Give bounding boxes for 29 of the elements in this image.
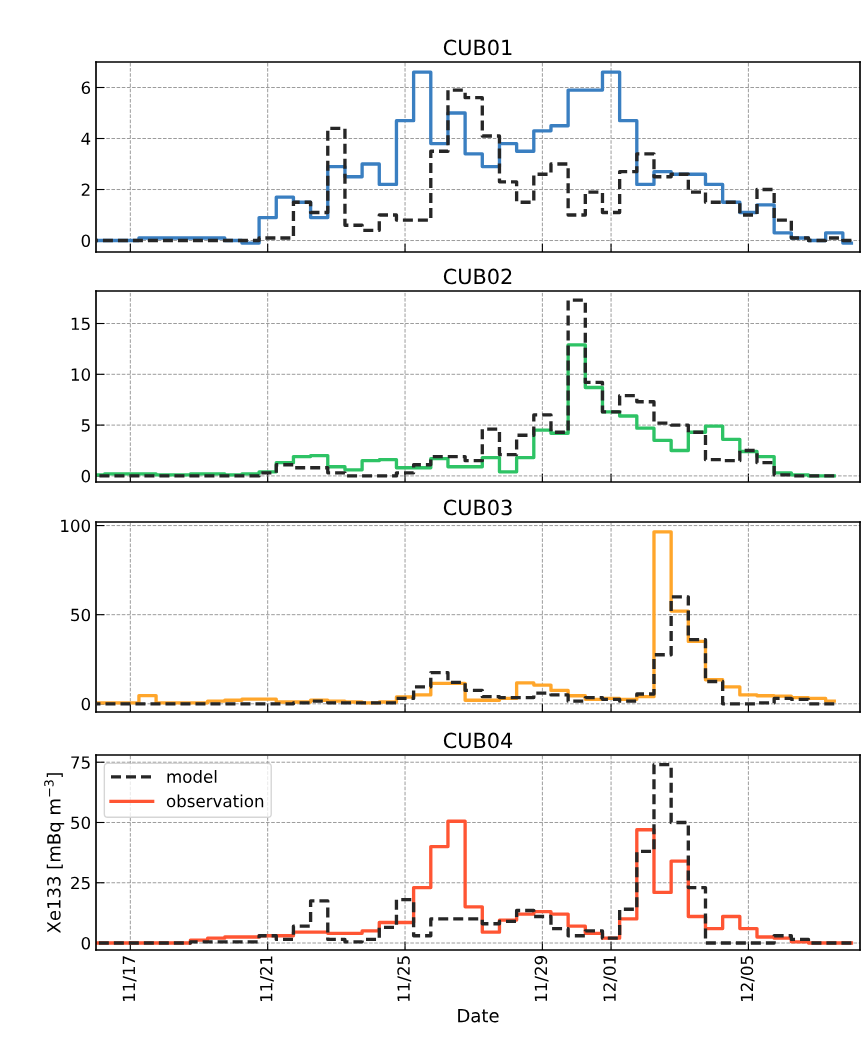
y-tick-label: 100: [61, 519, 91, 533]
x-axis-title: Date: [458, 1009, 499, 1023]
chart-title: CUB03: [443, 499, 512, 516]
y-tick-label: 10: [71, 368, 91, 381]
y-tick-label: 2: [81, 183, 90, 196]
x-tick-label: 12/05: [740, 956, 755, 1002]
legend-label: observation: [166, 794, 264, 808]
chart-title: CUB01: [443, 39, 512, 56]
x-tick-label: 11/29: [534, 956, 549, 1002]
y-tick-label: 50: [71, 816, 91, 830]
y-tick-label: 4: [81, 132, 91, 145]
y-tick-label: 5: [81, 419, 90, 432]
x-tick-label: 11/17: [122, 956, 137, 1002]
y-tick-label: 0: [81, 697, 91, 711]
y-tick-label: 75: [71, 756, 90, 769]
x-tick-label: 11/25: [397, 956, 412, 1002]
y-tick-label: 0: [81, 469, 91, 483]
y-tick-label: 0: [81, 936, 91, 950]
y-tick-label: 0: [81, 234, 91, 248]
y-tick-label: 50: [71, 608, 91, 622]
y-tick-label: 6: [81, 81, 91, 95]
y-tick-label: 25: [71, 876, 90, 890]
y-axis-title: Xe133 [mBq m$^{−3}$]: [44, 773, 65, 933]
x-tick-label: 11/21: [259, 956, 274, 1002]
x-tick-label: 12/01: [603, 956, 618, 1002]
chart-title: CUB04: [443, 732, 513, 749]
chart-title: CUB02: [443, 268, 512, 285]
legend-label: model: [167, 770, 217, 783]
y-tick-label: 15: [71, 317, 90, 331]
